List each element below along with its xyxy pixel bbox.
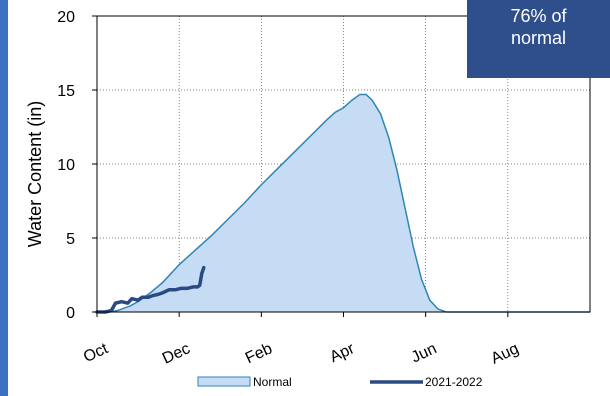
y-ticks: 0 5 10 15 20 [57, 9, 97, 322]
percent-of-normal-badge: 76% of normal [467, 0, 610, 78]
legend-current-label: 2021-2022 [425, 375, 483, 389]
x-tick-label: Jun [409, 340, 440, 366]
x-tick-label: Aug [489, 340, 522, 367]
y-axis-label: Water Content (in) [25, 101, 45, 247]
x-ticks: Oct Dec Feb Apr Jun Aug [81, 312, 522, 368]
y-tick-label: 10 [57, 157, 75, 174]
y-tick-label: 0 [66, 305, 75, 322]
x-tick-label: Oct [81, 340, 111, 366]
x-tick-label: Feb [243, 340, 275, 367]
normal-line [97, 93, 590, 313]
y-tick-label: 5 [66, 231, 75, 248]
x-tick-label: Apr [327, 340, 357, 366]
normal-area [97, 94, 590, 312]
legend-normal-swatch [197, 376, 251, 387]
y-tick-label: 20 [57, 9, 75, 26]
left-accent-bar [0, 0, 8, 396]
y-tick-label: 15 [57, 83, 75, 100]
badge-line-2: normal [510, 28, 567, 48]
x-tick-label: Dec [160, 340, 193, 367]
current-line [95, 265, 206, 314]
badge-line-1: 76% of [510, 6, 567, 26]
legend: Normal 2021-2022 [197, 375, 483, 389]
legend-normal-label: Normal [253, 375, 292, 389]
